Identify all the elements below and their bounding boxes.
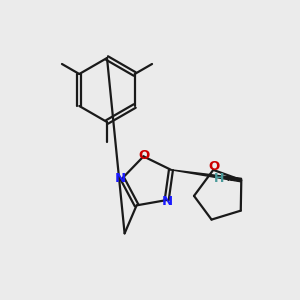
Text: H: H	[214, 172, 224, 184]
Text: N: N	[115, 172, 126, 185]
Text: N: N	[162, 195, 173, 208]
Text: O: O	[208, 160, 220, 173]
Text: O: O	[139, 149, 150, 162]
Polygon shape	[171, 170, 242, 182]
